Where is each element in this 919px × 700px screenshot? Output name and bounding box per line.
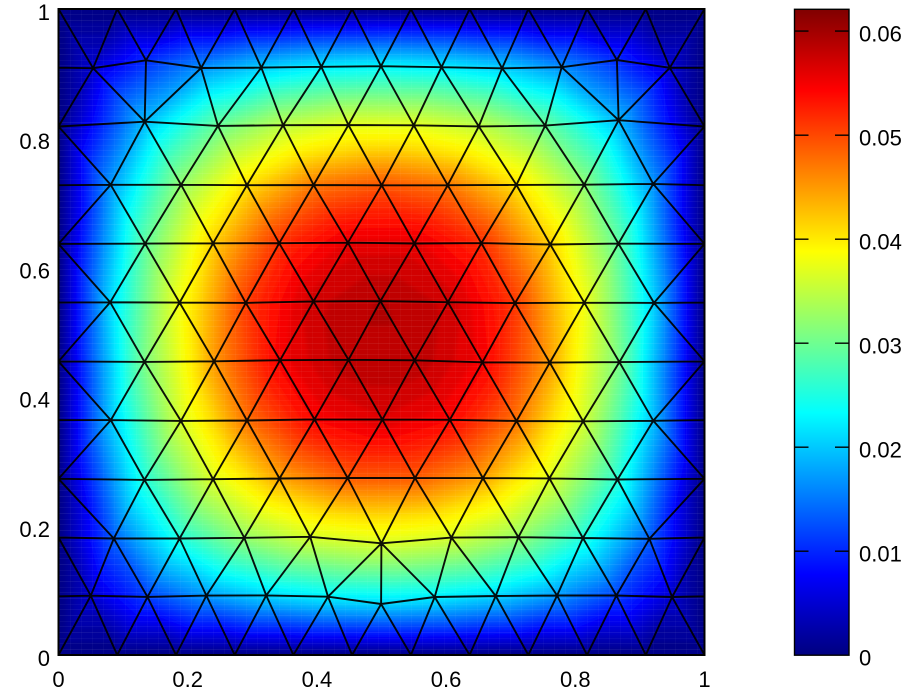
- svg-text:0: 0: [52, 667, 64, 692]
- svg-text:0.04: 0.04: [859, 230, 902, 255]
- svg-text:0.2: 0.2: [172, 667, 203, 692]
- svg-text:0.8: 0.8: [560, 667, 591, 692]
- svg-text:0.4: 0.4: [19, 388, 50, 413]
- svg-text:1: 1: [38, 0, 50, 25]
- svg-text:0.01: 0.01: [859, 542, 902, 567]
- svg-text:0: 0: [859, 646, 871, 671]
- svg-text:0.4: 0.4: [302, 667, 333, 692]
- svg-text:1: 1: [698, 667, 710, 692]
- svg-text:0.8: 0.8: [19, 129, 50, 154]
- svg-text:0.03: 0.03: [859, 334, 902, 359]
- svg-text:0.2: 0.2: [19, 517, 50, 542]
- svg-text:0.05: 0.05: [859, 126, 902, 151]
- svg-text:0.6: 0.6: [431, 667, 462, 692]
- svg-text:0.02: 0.02: [859, 438, 902, 463]
- svg-text:0: 0: [38, 646, 50, 671]
- svg-text:0.6: 0.6: [19, 258, 50, 283]
- svg-text:0.06: 0.06: [859, 22, 902, 47]
